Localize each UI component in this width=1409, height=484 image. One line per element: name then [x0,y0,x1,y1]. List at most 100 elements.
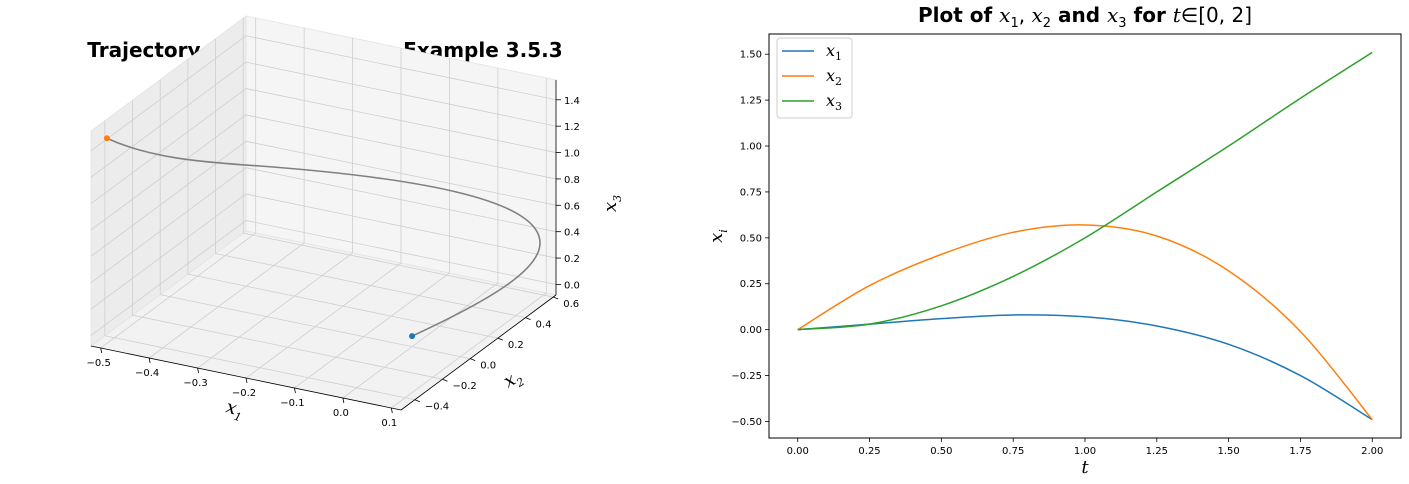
x-tick-label: 0.00 [787,446,809,457]
3d-trajectory [103,135,541,340]
gridline-z [245,61,557,127]
x-tick-label: 0.50 [930,446,952,457]
gridline-y [104,335,415,401]
z-tick-label: 0.8 [564,175,580,186]
x-tick-label: 1.25 [1146,446,1168,457]
end-point-marker [103,135,110,142]
x-tick-label: 0.1 [381,418,397,429]
legend-label-x1: x1 [826,41,842,63]
3d-gridlines [90,18,557,409]
y-tick-mark [553,296,559,300]
gridline-z [90,220,247,336]
gridline-z [90,114,247,231]
y-tick-mark [470,358,476,362]
x-tick-mark [197,367,199,374]
2d-series-lines [797,51,1373,421]
x-tick-label: 1.75 [1289,446,1311,457]
series-line-x1 [797,314,1373,421]
y-axis-line [400,294,557,411]
x-tick-mark [342,397,345,404]
gridline-x [197,252,353,369]
y-tick-mark [525,317,531,320]
z-tick-label: 0.6 [564,201,580,212]
y-tick-label: 0.25 [740,279,762,290]
legend: x1 x2 x3 [776,37,853,119]
gridline-x [342,282,499,399]
y-tick-label: 1.00 [740,142,762,153]
x-tick-mark [294,387,296,394]
gridline-y [132,314,443,380]
gridline-z [90,167,247,284]
y-tick-label: 1.50 [740,50,762,61]
y-tick-label: 0.75 [740,187,762,198]
y-tick-label: 0.2 [508,340,524,351]
gridline-x [245,262,402,379]
y-tick-label: −0.25 [731,371,762,382]
2d-y-axis-label: xi [706,229,730,243]
y-tick-label: −0.50 [731,417,762,428]
gridline-z [245,167,557,233]
x-tick-label: 2.00 [1361,446,1383,457]
gridline-x [294,272,450,389]
y-tick-mark [497,337,504,341]
x-tick-label: −0.2 [232,388,256,399]
gridline-z [245,35,557,101]
x-tick-mark [245,377,248,384]
gridline-z [90,140,247,257]
x-tick-label: 1.50 [1218,446,1240,457]
2d-x-axis-label: t [1081,457,1089,478]
gridline-z [245,114,557,180]
gridline-z [90,193,247,310]
series-line-x3 [797,51,1373,331]
x-tick-label: 0.25 [858,446,880,457]
trajectory-curve [106,137,541,337]
y-tick-label: −0.2 [453,381,477,392]
gridline-y [215,253,526,318]
x-tick-label: 1.00 [1074,446,1096,457]
chart-2d: Plot of x1, x2 and x3 for t∈[0, 2] 0.00 0… [706,3,1402,478]
y-tick-label: 0.6 [563,299,579,310]
gridline-z [90,61,247,178]
y-tick-label: −0.4 [425,402,449,413]
y-tick-mark [442,378,448,382]
y-tick-label: 1.25 [740,96,762,107]
y-tick-label: 0.0 [480,361,496,372]
x-tick-label: −0.4 [135,368,159,379]
x-tick-label: −0.1 [280,398,304,409]
x-tick-mark [148,357,151,364]
3d-tick-labels: −0.5−0.4−0.3−0.2−0.10.00.1−0.4−0.20.00.2… [87,96,580,429]
x-tick-mark [390,407,393,414]
legend-label-x3: x3 [826,91,842,113]
gridline-x [148,242,305,359]
gridline-z [90,88,247,204]
y-tick-label: 0.00 [740,325,762,336]
gridline-z [245,88,557,153]
gridline-z [245,140,557,206]
gridline-y [243,232,554,298]
x-tick-label: −0.5 [87,358,111,369]
3d-y-axis-label: x2 [500,366,527,395]
y-tick-label: 0.4 [536,320,552,331]
gridline-z [90,35,247,152]
legend-box [776,37,853,119]
3d-panes [90,15,557,411]
y-tick-label: 0.50 [740,233,762,244]
x-tick-label: 0.0 [333,408,349,419]
start-point-marker [409,333,416,340]
z-tick-label: 1.4 [564,96,580,107]
gridline-z [245,193,557,259]
x-tick-mark [100,347,103,354]
x-tick-label: 0.75 [1002,446,1024,457]
gridline-y [160,294,471,360]
3d-x-axis-label: x1 [223,397,246,425]
x-tick-label: −0.3 [183,378,207,389]
gridline-x [100,232,256,349]
z-tick-label: 0.2 [564,254,580,265]
3d-z-axis-label: x3 [600,195,624,212]
gridline-z [245,220,557,285]
chart-2d-title: Plot of x1, x2 and x3 for t∈[0, 2] [918,3,1252,31]
z-tick-label: 0.0 [564,280,580,291]
series-line-x2 [797,224,1373,421]
z-tick-label: 1.0 [564,149,580,160]
